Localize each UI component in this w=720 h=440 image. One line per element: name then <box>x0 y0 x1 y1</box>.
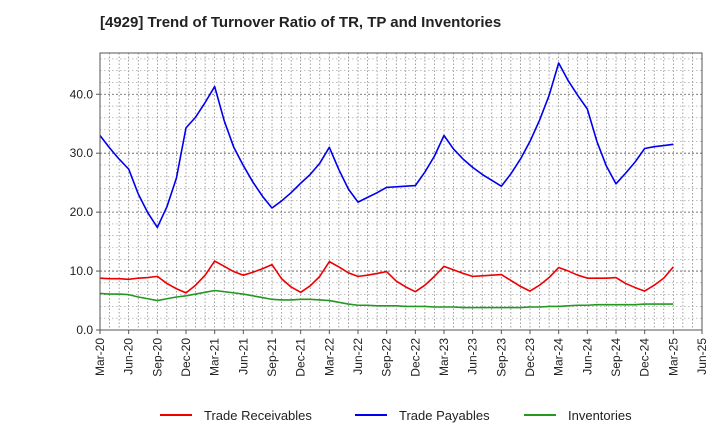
y-tick-label: 20.0 <box>70 205 94 219</box>
y-tick-label: 30.0 <box>70 146 94 160</box>
x-tick-label: Mar-23 <box>437 338 451 376</box>
x-tick-label: Mar-21 <box>208 338 222 376</box>
x-tick-label: Mar-20 <box>93 338 107 376</box>
x-tick-label: Jun-25 <box>695 338 709 375</box>
x-tick-label: Dec-20 <box>179 338 193 377</box>
chart-title: [4929] Trend of Turnover Ratio of TR, TP… <box>100 14 502 31</box>
x-axis: Mar-20 Jun-20 Sep-20 Dec-20 Mar-21 Jun-21 Sep-… <box>93 330 709 377</box>
grid-lines <box>100 53 702 330</box>
x-tick-label: Dec-21 <box>294 338 308 377</box>
plot-frame <box>99 52 703 331</box>
x-tick-label: Jun-21 <box>236 338 250 375</box>
x-tick-label: Dec-24 <box>638 338 652 377</box>
x-tick-label: Jun-24 <box>580 338 594 375</box>
x-tick-label: Mar-25 <box>666 338 680 376</box>
x-tick-label: Dec-22 <box>408 338 422 377</box>
legend-label: Inventories <box>568 408 632 423</box>
x-tick-label: Jun-22 <box>351 338 365 375</box>
x-tick-label: Sep-21 <box>265 338 279 377</box>
y-tick-label: 0.0 <box>76 323 93 337</box>
x-tick-label: Mar-24 <box>552 338 566 376</box>
y-axis: 0.0 10.0 20.0 30.0 40.0 <box>70 87 100 337</box>
series-line-inventories <box>99 289 674 309</box>
series-line-trade-payables <box>99 62 674 229</box>
x-tick-label: Mar-22 <box>322 338 336 376</box>
x-tick-label: Sep-22 <box>380 338 394 377</box>
series-lines <box>99 62 674 309</box>
legend: Trade Receivables Trade Payables Inventori… <box>160 408 632 423</box>
x-tick-label: Jun-20 <box>122 338 136 375</box>
x-tick-label: Dec-23 <box>523 338 537 377</box>
x-tick-label: Sep-24 <box>609 338 623 377</box>
series-line-trade-receivables <box>99 260 674 294</box>
x-tick-label: Jun-23 <box>466 338 480 375</box>
y-tick-label: 40.0 <box>70 87 94 101</box>
legend-label: Trade Payables <box>399 408 490 423</box>
y-tick-label: 10.0 <box>70 264 94 278</box>
x-tick-label: Sep-20 <box>150 338 164 377</box>
legend-label: Trade Receivables <box>204 408 312 423</box>
x-tick-label: Sep-23 <box>494 338 508 377</box>
